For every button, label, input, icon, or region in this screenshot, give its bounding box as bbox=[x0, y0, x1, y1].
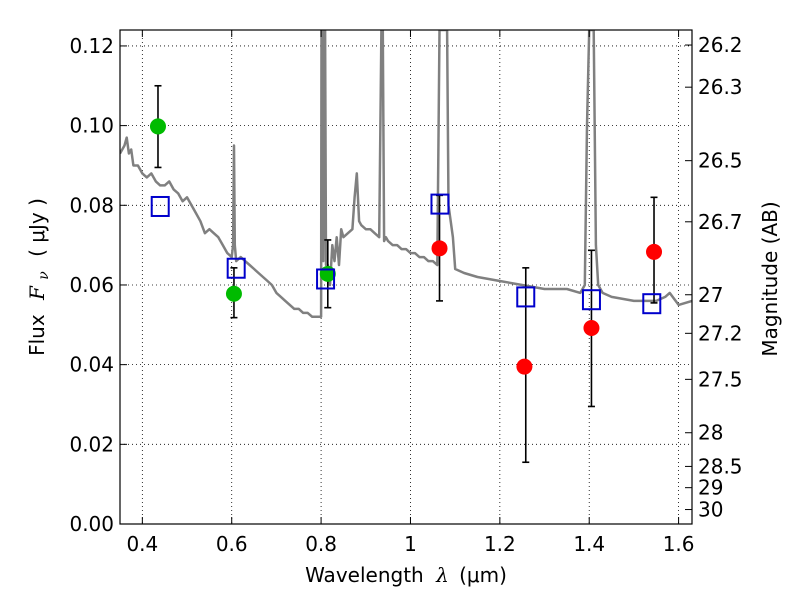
plot-area bbox=[120, 30, 692, 464]
y-axis-label: Flux F ν ( μJy ) bbox=[25, 198, 53, 356]
y-tick-label-2: 0.04 bbox=[69, 353, 114, 377]
y2-tick-label-3: 26.7 bbox=[698, 210, 743, 234]
x-axis-label: Wavelength λ (μm) bbox=[305, 563, 507, 587]
model-square-1 bbox=[226, 257, 246, 279]
x-axis-label-unit: (μm) bbox=[459, 563, 507, 587]
y-axis-label-unit: ( μJy ) bbox=[25, 198, 49, 257]
y-axis-label-symbol: F bbox=[25, 285, 49, 301]
model-square-3 bbox=[430, 193, 450, 215]
y2-tick-label-4: 27 bbox=[698, 283, 723, 307]
x-tick-label-4: 1.2 bbox=[484, 532, 516, 556]
red-data-point-2 bbox=[583, 319, 600, 336]
x-tick-label-5: 1.4 bbox=[573, 532, 605, 556]
y2-tick-label-2: 26.5 bbox=[698, 149, 743, 173]
green-data-point-0 bbox=[149, 118, 166, 135]
y-tick-label-3: 0.06 bbox=[69, 273, 114, 297]
y2-tick-label-5: 27.2 bbox=[698, 321, 743, 345]
y-axis-label-subscript: ν bbox=[36, 271, 52, 280]
red-data-point-0 bbox=[431, 240, 448, 257]
model-square-0 bbox=[150, 195, 170, 217]
x-tick-label-6: 1.6 bbox=[663, 532, 695, 556]
red-data-point-1 bbox=[516, 358, 533, 375]
red-data-point-3 bbox=[646, 243, 663, 260]
model-square-6 bbox=[642, 293, 662, 315]
y2-tick-label-7: 28 bbox=[698, 421, 723, 445]
x-tick-label-1: 0.6 bbox=[216, 532, 248, 556]
y-tick-label-5: 0.10 bbox=[69, 114, 114, 138]
y-tick-label-0: 0.00 bbox=[69, 512, 114, 536]
x-axis-label-symbol: λ bbox=[435, 563, 449, 587]
y-axis-label-prefix: Flux bbox=[25, 314, 49, 356]
y2-tick-label-6: 27.5 bbox=[698, 367, 743, 391]
y2-tick-label-10: 30 bbox=[698, 498, 723, 522]
y2-tick-label-0: 26.2 bbox=[698, 33, 743, 57]
y2-axis-label: Magnitude (AB) bbox=[758, 201, 782, 356]
green-data-point-1 bbox=[225, 285, 242, 302]
model-square-2 bbox=[316, 268, 336, 290]
plot-frame bbox=[119, 29, 693, 525]
x-tick-label-3: 1 bbox=[404, 532, 417, 556]
x-axis-label-prefix: Wavelength bbox=[305, 563, 424, 587]
model-square-4 bbox=[516, 286, 536, 308]
x-tick-label-0: 0.4 bbox=[126, 532, 158, 556]
x-tick-label-2: 0.8 bbox=[305, 532, 337, 556]
axis-ticks: 0.4 0.6 0.8 1 1.2 1.4 1.6 0.00 0.02 0.04 0.06 0.08 0… bbox=[69, 30, 743, 556]
y-tick-label-4: 0.08 bbox=[69, 193, 114, 217]
model-square-5 bbox=[581, 289, 601, 311]
y2-tick-label-9: 29 bbox=[698, 476, 723, 500]
y2-tick-label-8: 28.5 bbox=[698, 454, 743, 478]
sed-model-line bbox=[120, 30, 692, 319]
y2-tick-label-1: 26.3 bbox=[698, 75, 743, 99]
y-tick-label-1: 0.02 bbox=[69, 432, 114, 456]
y-tick-label-6: 0.12 bbox=[69, 34, 114, 58]
grid-lines bbox=[120, 30, 692, 524]
